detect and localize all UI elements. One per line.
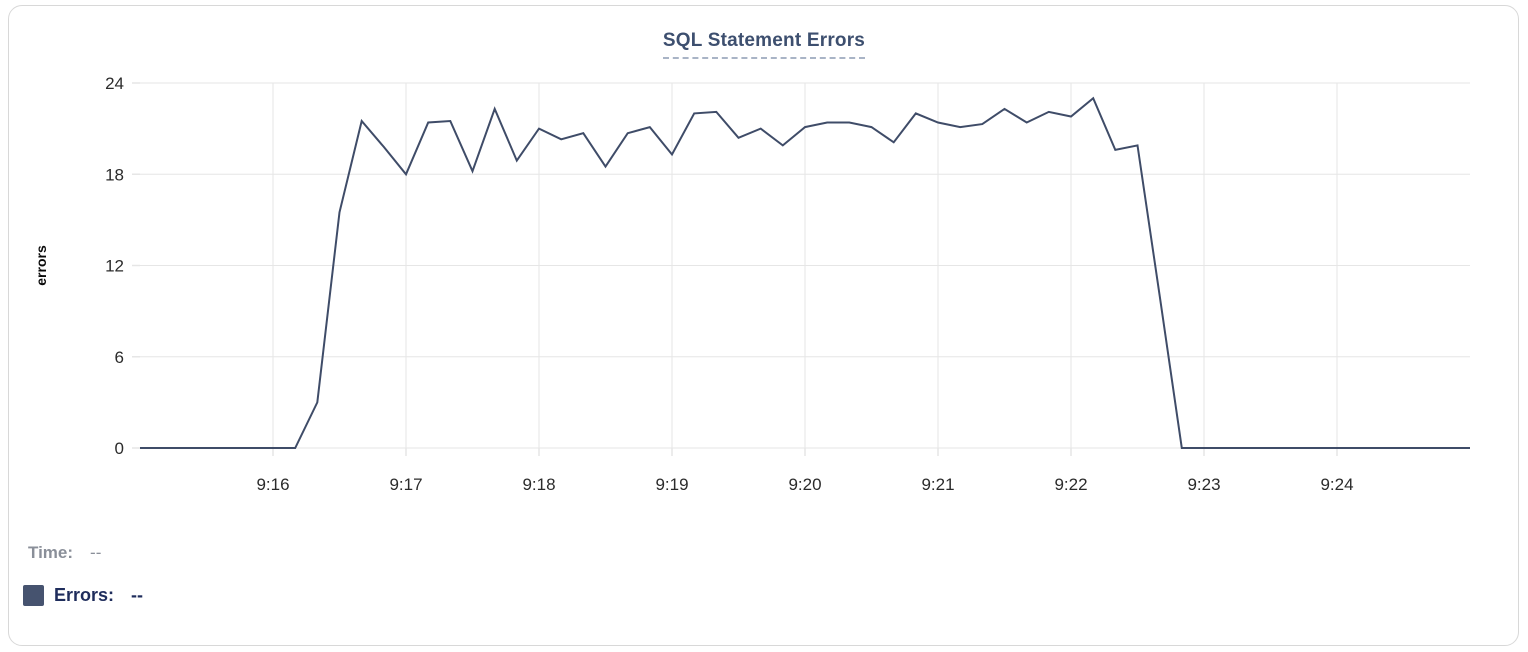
svg-text:9:21: 9:21 xyxy=(921,475,954,494)
svg-text:9:16: 9:16 xyxy=(256,475,289,494)
chart-title-link[interactable]: SQL Statement Errors xyxy=(662,30,866,59)
time-readout-row: Time: -- xyxy=(28,543,101,563)
svg-text:9:24: 9:24 xyxy=(1320,475,1353,494)
errors-readout-label: Errors: xyxy=(54,585,115,605)
errors-line-chart[interactable]: 0 6 12 18 24 9:16 9:17 9:18 9:19 9:20 9:21 9:22 9:23… xyxy=(0,0,1528,512)
errors-readout-value: -- xyxy=(131,585,144,605)
svg-text:9:20: 9:20 xyxy=(788,475,821,494)
svg-text:18: 18 xyxy=(105,165,124,184)
chart-header: SQL Statement Errors xyxy=(0,30,1528,59)
chart-card xyxy=(8,5,1519,646)
errors-series-swatch xyxy=(23,585,44,606)
svg-text:9:23: 9:23 xyxy=(1187,475,1220,494)
svg-text:9:17: 9:17 xyxy=(389,475,422,494)
svg-text:9:19: 9:19 xyxy=(655,475,688,494)
svg-text:12: 12 xyxy=(105,257,124,276)
svg-text:9:22: 9:22 xyxy=(1054,475,1087,494)
svg-text:0: 0 xyxy=(115,439,124,458)
svg-text:24: 24 xyxy=(105,74,124,93)
time-readout-value: -- xyxy=(90,543,102,562)
time-readout-label: Time: xyxy=(28,543,74,562)
svg-text:9:18: 9:18 xyxy=(522,475,555,494)
svg-text:6: 6 xyxy=(115,348,124,367)
svg-text:errors: errors xyxy=(33,245,49,286)
errors-readout-row: Errors: -- xyxy=(23,585,143,606)
